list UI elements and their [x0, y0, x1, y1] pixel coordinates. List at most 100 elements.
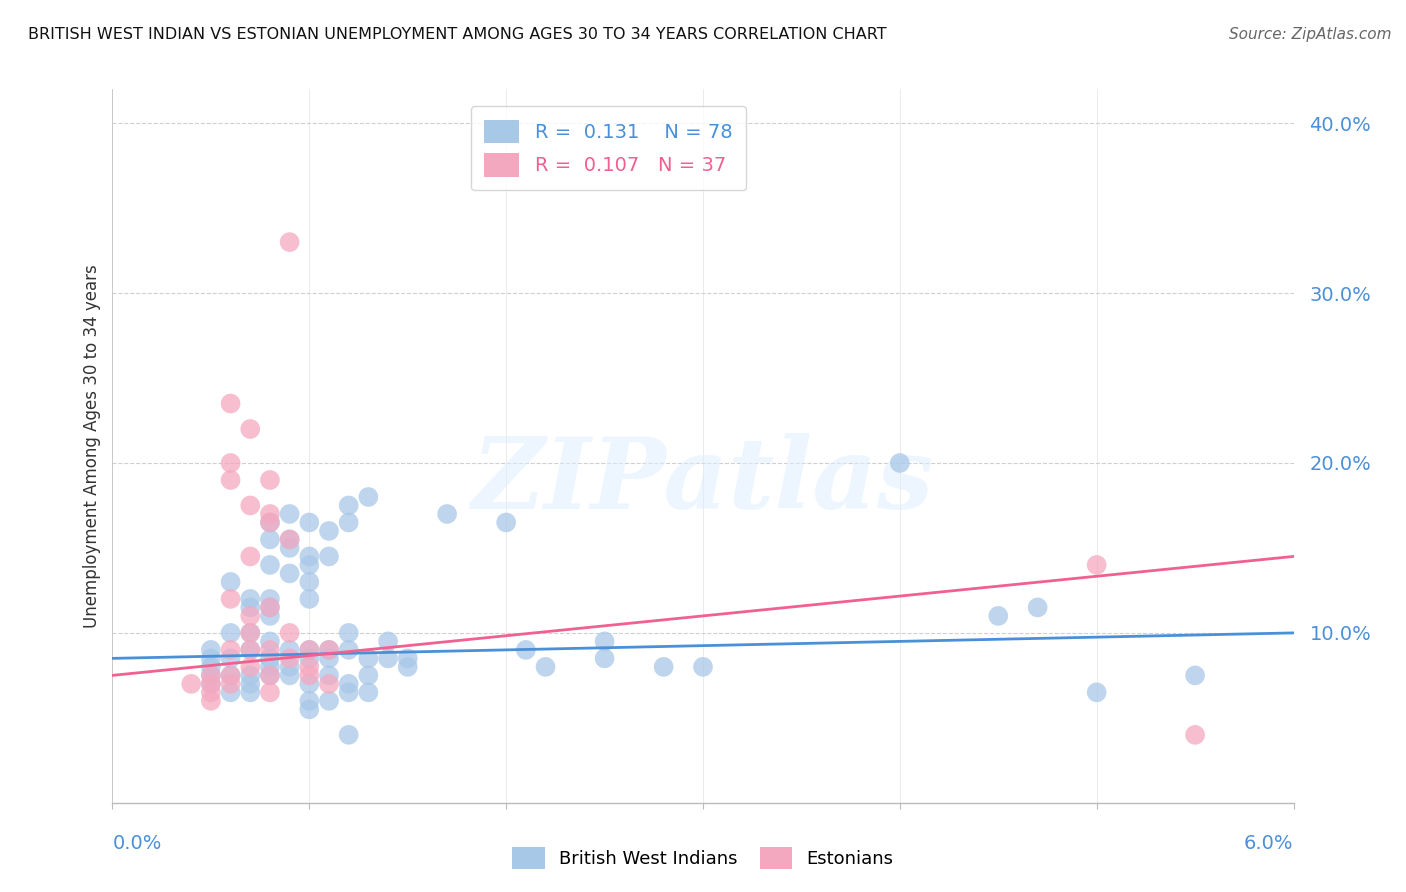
Point	[278, 660, 301, 674]
Point	[239, 660, 262, 674]
Point	[239, 600, 262, 615]
Point	[200, 668, 222, 682]
Point	[239, 685, 262, 699]
Point	[1026, 600, 1049, 615]
Point	[318, 677, 340, 691]
Point	[200, 694, 222, 708]
Point	[298, 694, 321, 708]
Point	[298, 677, 321, 691]
Point	[259, 634, 281, 648]
Point	[219, 668, 242, 682]
Point	[239, 626, 262, 640]
Point	[396, 660, 419, 674]
Point	[318, 549, 340, 564]
Point	[278, 626, 301, 640]
Point	[259, 516, 281, 530]
Point	[298, 660, 321, 674]
Point	[357, 685, 380, 699]
Point	[337, 643, 360, 657]
Point	[259, 516, 281, 530]
Point	[337, 516, 360, 530]
Point	[219, 643, 242, 657]
Point	[278, 668, 301, 682]
Point	[436, 507, 458, 521]
Point	[652, 660, 675, 674]
Point	[1184, 668, 1206, 682]
Point	[318, 643, 340, 657]
Point	[692, 660, 714, 674]
Point	[239, 422, 262, 436]
Point	[239, 499, 262, 513]
Y-axis label: Unemployment Among Ages 30 to 34 years: Unemployment Among Ages 30 to 34 years	[83, 264, 101, 628]
Point	[278, 651, 301, 665]
Point	[239, 549, 262, 564]
Point	[239, 608, 262, 623]
Point	[219, 685, 242, 699]
Point	[259, 685, 281, 699]
Point	[200, 643, 222, 657]
Point	[259, 660, 281, 674]
Point	[495, 516, 517, 530]
Text: BRITISH WEST INDIAN VS ESTONIAN UNEMPLOYMENT AMONG AGES 30 TO 34 YEARS CORRELATI: BRITISH WEST INDIAN VS ESTONIAN UNEMPLOY…	[28, 27, 887, 42]
Point	[337, 728, 360, 742]
Point	[259, 558, 281, 572]
Point	[259, 668, 281, 682]
Point	[298, 651, 321, 665]
Point	[278, 507, 301, 521]
Point	[515, 643, 537, 657]
Point	[357, 668, 380, 682]
Point	[239, 643, 262, 657]
Point	[239, 668, 262, 682]
Point	[298, 516, 321, 530]
Point	[239, 643, 262, 657]
Point	[337, 685, 360, 699]
Point	[219, 626, 242, 640]
Point	[318, 524, 340, 538]
Point	[239, 677, 262, 691]
Point	[219, 677, 242, 691]
Point	[200, 677, 222, 691]
Point	[318, 694, 340, 708]
Point	[278, 541, 301, 555]
Point	[259, 507, 281, 521]
Point	[219, 591, 242, 606]
Point	[357, 651, 380, 665]
Point	[298, 643, 321, 657]
Point	[889, 456, 911, 470]
Point	[200, 668, 222, 682]
Point	[377, 634, 399, 648]
Point	[298, 668, 321, 682]
Point	[239, 591, 262, 606]
Point	[1085, 558, 1108, 572]
Point	[593, 634, 616, 648]
Text: ZIPatlas: ZIPatlas	[472, 434, 934, 530]
Point	[1184, 728, 1206, 742]
Point	[298, 702, 321, 716]
Point	[298, 643, 321, 657]
Point	[278, 533, 301, 547]
Text: 0.0%: 0.0%	[112, 834, 162, 853]
Point	[219, 651, 242, 665]
Point	[200, 651, 222, 665]
Point	[219, 396, 242, 410]
Text: Source: ZipAtlas.com: Source: ZipAtlas.com	[1229, 27, 1392, 42]
Point	[318, 651, 340, 665]
Point	[298, 549, 321, 564]
Point	[337, 677, 360, 691]
Point	[278, 643, 301, 657]
Point	[1085, 685, 1108, 699]
Point	[298, 574, 321, 589]
Point	[259, 591, 281, 606]
Point	[239, 626, 262, 640]
Point	[180, 677, 202, 691]
Point	[219, 668, 242, 682]
Point	[337, 626, 360, 640]
Point	[278, 533, 301, 547]
Legend: R =  0.131    N = 78, R =  0.107   N = 37: R = 0.131 N = 78, R = 0.107 N = 37	[471, 106, 747, 191]
Point	[987, 608, 1010, 623]
Point	[298, 591, 321, 606]
Point	[259, 600, 281, 615]
Point	[357, 490, 380, 504]
Point	[200, 677, 222, 691]
Point	[278, 566, 301, 581]
